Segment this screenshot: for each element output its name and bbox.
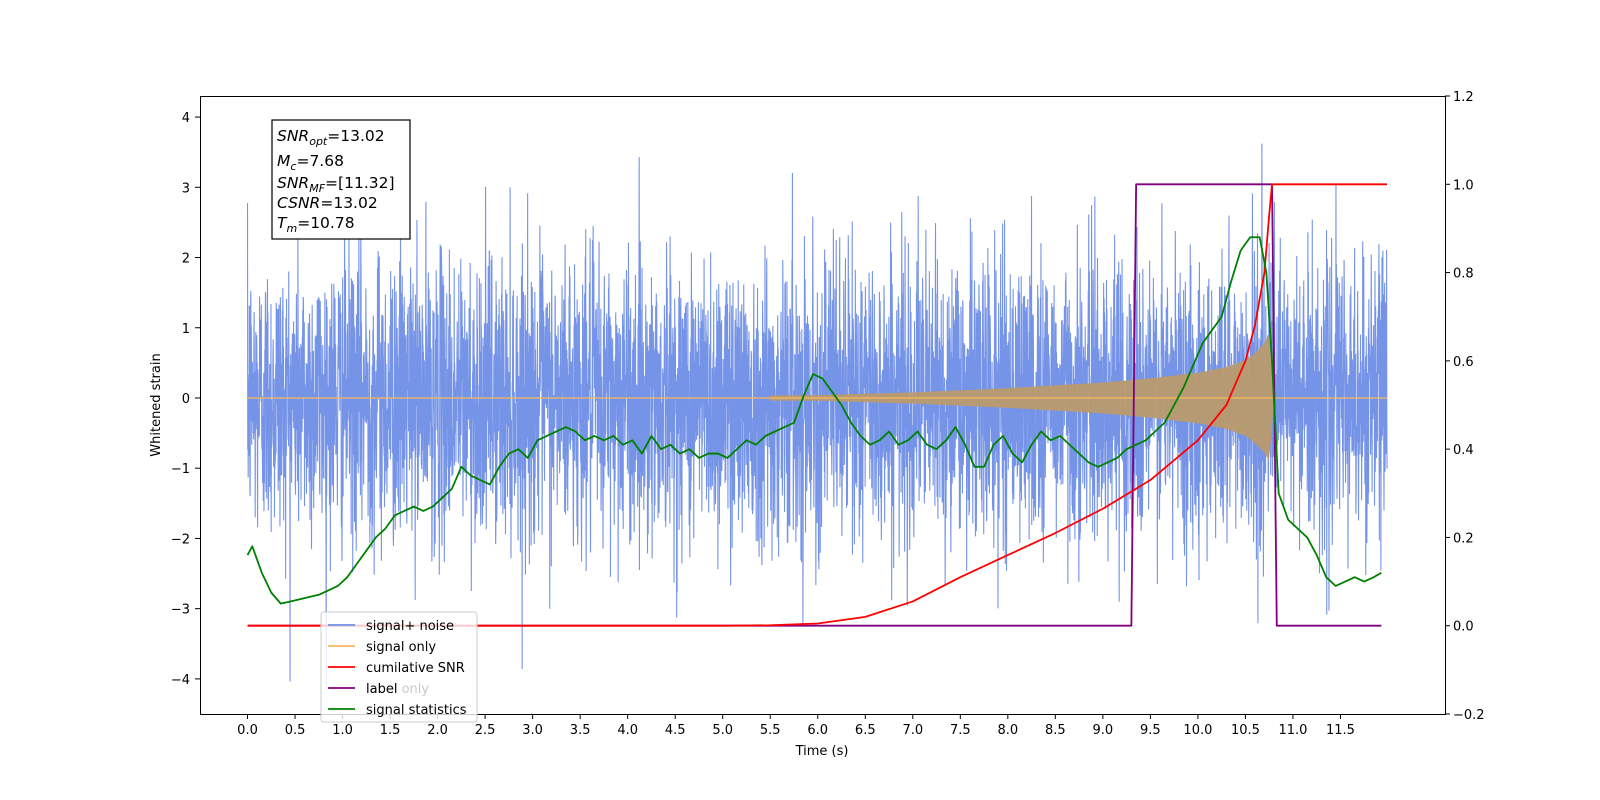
- signal-statistics-line: [246, 236, 1382, 605]
- annotation-mc: Mc=7.68: [277, 152, 344, 173]
- y2-tick-label: 0.6: [1453, 355, 1474, 370]
- y-axis-left: −4 −3 −2 −1 0 1 2 3 4: [171, 111, 200, 688]
- y2-tick-label: 0.0: [1453, 620, 1474, 635]
- x-tick-label: 5.5: [760, 723, 781, 738]
- x-tick-label: 1.0: [332, 723, 353, 738]
- plot-frame: [200, 96, 1446, 715]
- y-tick-label: −1: [171, 462, 190, 477]
- label-line: [247, 183, 1382, 627]
- y2-tick-label: 0.4: [1453, 443, 1474, 458]
- x-tick-label: 9.0: [1093, 723, 1114, 738]
- y-axis-label: Whitened strain: [149, 353, 164, 456]
- legend-entries: signal+ noise signal only cumilative SNR la…: [328, 619, 467, 718]
- legend-label: signal only: [366, 640, 436, 655]
- x-axis-label: Time (s): [795, 744, 849, 759]
- x-tick-label: 3.0: [522, 723, 543, 738]
- annotation-frame: [271, 119, 411, 240]
- legend-label: signal+ noise: [366, 619, 454, 634]
- annotation-snr-opt: SNRopt=13.02: [277, 127, 385, 148]
- plot-area: [246, 143, 1388, 686]
- y-tick-label: 2: [182, 252, 190, 267]
- y-tick-label: 4: [182, 111, 190, 126]
- y-tick-label: 1: [182, 322, 190, 337]
- series-signal-noise: [246, 143, 1388, 686]
- y2-tick-label: −0.2: [1453, 708, 1485, 723]
- y2-tick-label: 0.2: [1453, 531, 1474, 546]
- cumulative-snr-line: [247, 183, 1388, 627]
- x-tick-label: 2.5: [475, 723, 496, 738]
- x-tick-label: 1.5: [380, 723, 401, 738]
- x-tick-label: 2.0: [427, 723, 448, 738]
- metrics-annotation-box: SNRopt=13.02 Mc=7.68 SNRMF=[11.32] CSNR=…: [271, 119, 411, 240]
- legend-frame: [320, 611, 478, 723]
- x-tick-label: 11.0: [1278, 723, 1307, 738]
- x-tick-label: 0.5: [285, 723, 306, 738]
- tm-value: 10.78: [310, 214, 354, 232]
- x-tick-label: 7.5: [950, 723, 971, 738]
- y-tick-label: −2: [171, 532, 190, 547]
- x-tick-label: 3.5: [570, 723, 591, 738]
- x-tick-label: 4.0: [617, 723, 638, 738]
- snr-mf-value: [11.32]: [338, 174, 394, 192]
- mc-value: 7.68: [309, 152, 344, 170]
- y-tick-label: −4: [171, 673, 190, 688]
- y-axis-right: −0.2 0.0 0.2 0.4 0.6 0.8 1.0 1.2: [1445, 90, 1485, 723]
- right-axis-series: [246, 183, 1388, 627]
- x-tick-label: 11.5: [1326, 723, 1355, 738]
- x-tick-label: 10.5: [1231, 723, 1260, 738]
- legend-label: cumilative SNR: [366, 661, 465, 676]
- x-tick-label: 4.5: [665, 723, 686, 738]
- annotation-csnr: CSNR=13.02: [277, 194, 378, 212]
- y-tick-label: −3: [171, 603, 190, 618]
- x-tick-label: 0.0: [237, 723, 258, 738]
- signal-noise-line: [246, 143, 1388, 686]
- y-tick-label: 0: [182, 392, 190, 407]
- x-tick-label: 10.0: [1183, 723, 1212, 738]
- legend-ghost-text: label only: [366, 682, 429, 697]
- x-tick-label: 7.0: [902, 723, 923, 738]
- snr-opt-value: 13.02: [340, 127, 384, 145]
- x-tick-label: 9.5: [1140, 723, 1161, 738]
- y2-tick-label: 0.8: [1453, 267, 1474, 282]
- x-tick-label: 6.5: [855, 723, 876, 738]
- x-tick-label: 8.5: [1045, 723, 1066, 738]
- legend: label only signal+ noise signal only cumil…: [320, 611, 478, 723]
- annotation-snr-mf: SNRMF=[11.32]: [277, 174, 395, 195]
- csnr-value: 13.02: [333, 194, 377, 212]
- annotation-tm: Tm=10.78: [277, 214, 355, 235]
- x-tick-label: 6.0: [807, 723, 828, 738]
- legend-label: signal statistics: [366, 703, 467, 718]
- y-tick-label: 3: [182, 181, 190, 196]
- x-tick-label: 5.0: [712, 723, 733, 738]
- legend-label: label: [366, 682, 397, 697]
- series-signal-only: [247, 335, 1388, 461]
- y2-tick-label: 1.2: [1453, 90, 1474, 105]
- x-axis: 0.0 0.5 1.0 1.5 2.0 2.5 3.0 3.5 4.0 4.5 5.0 5.5 6.0 6…: [237, 714, 1355, 738]
- x-tick-label: 8.0: [997, 723, 1018, 738]
- y2-tick-label: 1.0: [1453, 178, 1474, 193]
